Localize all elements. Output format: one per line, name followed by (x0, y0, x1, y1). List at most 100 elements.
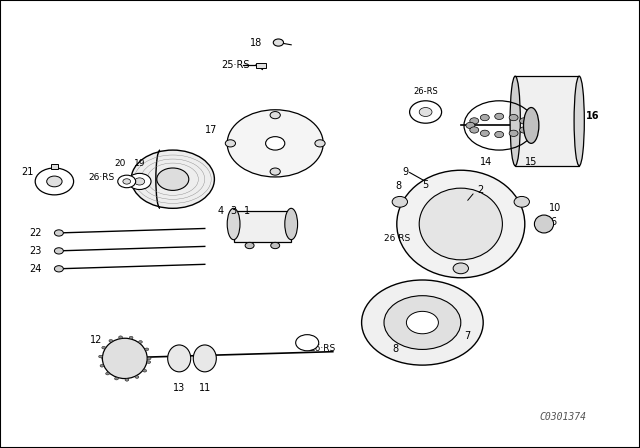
Text: 9: 9 (403, 168, 409, 177)
Ellipse shape (384, 296, 461, 349)
Circle shape (147, 357, 151, 360)
Text: 7: 7 (464, 331, 470, 341)
Ellipse shape (102, 338, 147, 379)
Text: 26·RS: 26·RS (88, 173, 115, 182)
Text: 8: 8 (392, 344, 398, 353)
Ellipse shape (419, 188, 502, 260)
Text: 19: 19 (134, 159, 145, 168)
Circle shape (147, 361, 150, 363)
Circle shape (509, 130, 518, 137)
Circle shape (125, 379, 129, 381)
Text: 11: 11 (198, 383, 211, 393)
Circle shape (470, 118, 479, 124)
Ellipse shape (157, 168, 189, 190)
Text: 14: 14 (480, 157, 493, 167)
Ellipse shape (510, 76, 520, 166)
Circle shape (524, 122, 532, 129)
Circle shape (115, 377, 118, 380)
Ellipse shape (524, 108, 539, 143)
Text: 20: 20 (115, 159, 126, 168)
Text: 2: 2 (477, 185, 483, 195)
Text: 21: 21 (22, 168, 34, 177)
Text: 26 RS: 26 RS (384, 234, 410, 243)
Circle shape (270, 112, 280, 119)
Circle shape (99, 355, 102, 358)
Circle shape (54, 230, 63, 236)
Text: 5: 5 (422, 180, 429, 190)
Text: 23: 23 (29, 246, 42, 256)
Ellipse shape (419, 108, 432, 116)
Ellipse shape (168, 345, 191, 372)
Circle shape (54, 266, 63, 272)
Text: 16: 16 (586, 112, 599, 121)
Circle shape (520, 127, 529, 133)
Ellipse shape (118, 175, 136, 188)
Circle shape (106, 372, 109, 375)
Circle shape (143, 370, 147, 372)
Ellipse shape (266, 137, 285, 150)
Circle shape (273, 39, 284, 46)
Circle shape (392, 196, 408, 207)
Ellipse shape (193, 345, 216, 372)
Text: 25·RS: 25·RS (221, 60, 250, 70)
Ellipse shape (285, 208, 298, 240)
Text: 17: 17 (205, 125, 218, 135)
Circle shape (245, 242, 254, 249)
Circle shape (118, 336, 122, 339)
Circle shape (481, 130, 490, 137)
Text: 13: 13 (173, 383, 186, 393)
Ellipse shape (410, 101, 442, 123)
Ellipse shape (406, 311, 438, 334)
Ellipse shape (128, 173, 151, 190)
Circle shape (145, 348, 148, 351)
Bar (515, 76, 579, 166)
Circle shape (225, 140, 236, 147)
Circle shape (135, 376, 139, 379)
Text: 6: 6 (550, 217, 557, 227)
Circle shape (481, 114, 490, 121)
Ellipse shape (123, 179, 131, 184)
Bar (234, 211, 291, 242)
Circle shape (520, 118, 529, 124)
Text: 22: 22 (29, 228, 42, 238)
Circle shape (102, 346, 106, 349)
Ellipse shape (134, 178, 145, 185)
Circle shape (470, 127, 479, 133)
Text: 8: 8 (396, 181, 402, 191)
Text: 18: 18 (250, 38, 262, 47)
Text: 3: 3 (230, 206, 237, 215)
Text: 10: 10 (549, 203, 561, 213)
Text: C0301374: C0301374 (540, 412, 587, 422)
Circle shape (495, 113, 504, 120)
Ellipse shape (574, 76, 584, 166)
Circle shape (466, 122, 475, 129)
Circle shape (129, 336, 133, 339)
Circle shape (271, 242, 280, 249)
Text: 1: 1 (243, 206, 250, 215)
Text: 24: 24 (29, 264, 42, 274)
Ellipse shape (296, 335, 319, 351)
Ellipse shape (362, 280, 483, 365)
Circle shape (270, 168, 280, 175)
Ellipse shape (397, 170, 525, 278)
Circle shape (453, 263, 468, 274)
Ellipse shape (227, 110, 323, 177)
Ellipse shape (47, 176, 62, 187)
Circle shape (315, 140, 325, 147)
Circle shape (495, 131, 504, 138)
Bar (51, 164, 58, 169)
Ellipse shape (131, 150, 214, 208)
Circle shape (509, 114, 518, 121)
Text: 26·RS: 26·RS (310, 344, 336, 353)
Text: 4: 4 (218, 206, 224, 215)
Circle shape (100, 364, 104, 367)
Circle shape (514, 196, 529, 207)
Circle shape (138, 340, 142, 343)
Text: 15: 15 (525, 157, 538, 167)
Ellipse shape (35, 168, 74, 195)
Ellipse shape (534, 215, 554, 233)
Text: 12: 12 (90, 336, 102, 345)
Circle shape (109, 340, 113, 342)
Text: 26-RS: 26-RS (413, 87, 438, 96)
Ellipse shape (227, 208, 240, 240)
